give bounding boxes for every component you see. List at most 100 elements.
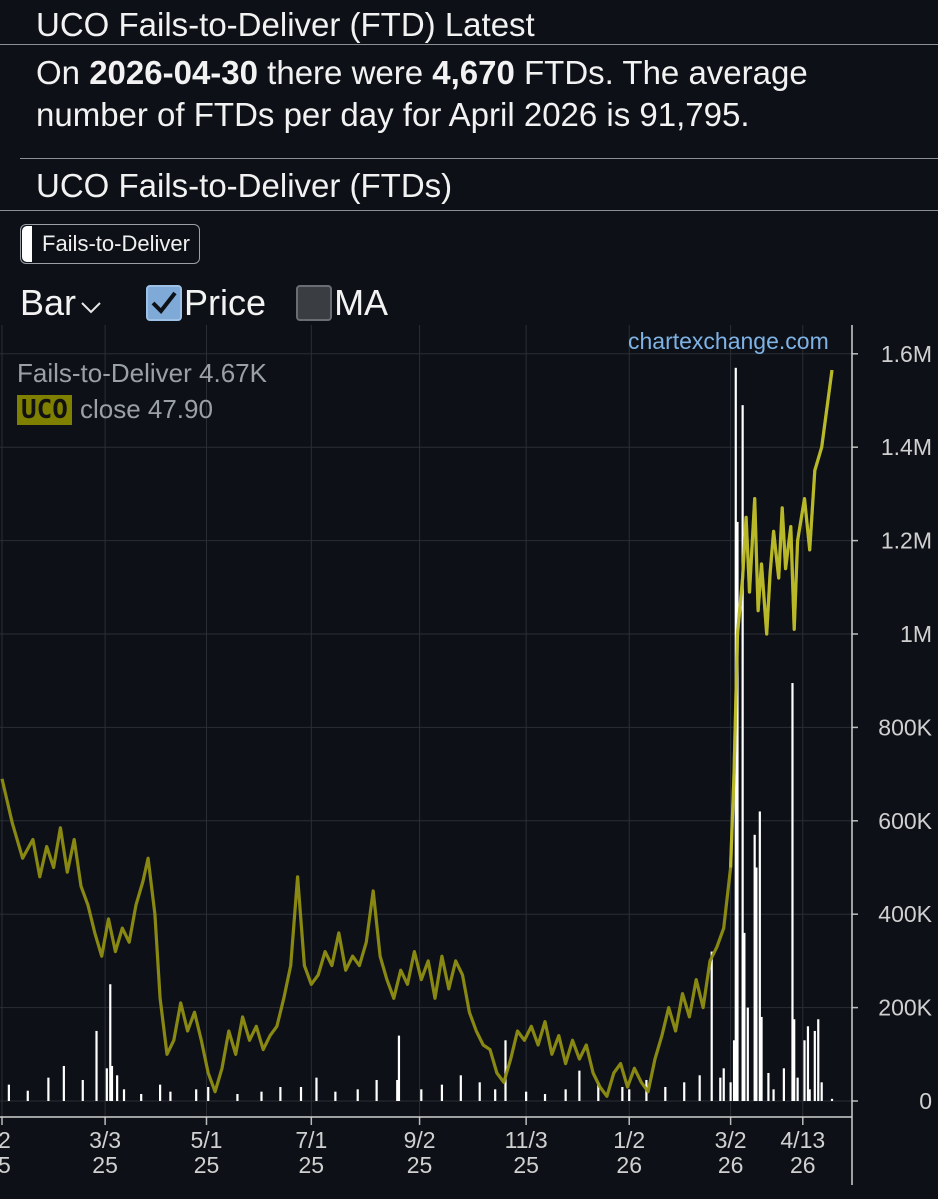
ftd-bar (664, 1086, 667, 1101)
ftd-bar (683, 1082, 686, 1101)
ftd-bar (767, 1072, 770, 1101)
ftd-bar (758, 811, 761, 1101)
ftd-summary: On 2026-04-30 there were 4,670 FTDs. The… (36, 52, 916, 136)
price-checkbox[interactable]: Price (146, 282, 266, 324)
toggle-knob (22, 226, 32, 262)
ftd-bar (375, 1079, 378, 1101)
ma-checkbox-label: MA (334, 282, 389, 323)
latest-date: 2026-04-30 (89, 54, 259, 91)
x-tick-year-label: 25 (299, 1152, 325, 1178)
divider (0, 210, 938, 211)
legend-price: UCO close 47.90 (17, 394, 213, 425)
y-tick-label: 600K (878, 808, 932, 834)
summary-mid: there were (258, 54, 433, 91)
ftd-bar (760, 1016, 763, 1101)
ftd-bar (808, 1089, 811, 1101)
ftd-bar (830, 1098, 834, 1101)
page-title: UCO Fails-to-Deliver (FTD) Latest (36, 6, 535, 43)
checkmark-icon (146, 285, 183, 321)
y-tick-label: 800K (878, 714, 932, 740)
x-tick-label: 9/2 (404, 1127, 436, 1153)
ftd-bar (334, 1091, 337, 1101)
x-tick-year-label: 25 (194, 1152, 220, 1178)
x-tick-year-label: 5 (0, 1152, 11, 1178)
ftd-bar (813, 1030, 816, 1101)
ftd-bar (710, 951, 713, 1101)
ftd-bar (81, 1079, 84, 1101)
ftd-bar (356, 1089, 359, 1101)
ftd-bar (47, 1077, 50, 1101)
ftd-bar (478, 1082, 481, 1101)
ftd-bar (110, 1065, 114, 1101)
x-tick-label: 7/1 (295, 1127, 327, 1153)
ftd-bars (7, 367, 834, 1101)
summary-suffix: FTDs. The average number of FTDs per day… (36, 54, 808, 133)
ftd-bar (746, 1007, 749, 1101)
ftd-bar (722, 1068, 725, 1101)
ftd-bar (564, 1089, 567, 1101)
ftd-bar (753, 834, 756, 1101)
ftd-bar (396, 1079, 399, 1101)
ftd-bar (140, 1093, 143, 1101)
ftd-bar (782, 1068, 785, 1101)
ftd-bar (459, 1075, 462, 1101)
ftd-bar (397, 1035, 401, 1101)
x-tick-label: 3/3 (89, 1127, 121, 1153)
ftd-bar (793, 1019, 796, 1101)
x-tick-label: 4/13 (780, 1127, 825, 1153)
ftd-bar (743, 932, 746, 1101)
ftd-chart[interactable]: 1.6M1.4M1.2M1M800K600K400K200K0253/3255/… (0, 325, 938, 1185)
ftd-bar (95, 1030, 98, 1101)
ma-checkbox[interactable]: MA (296, 282, 388, 324)
ftd-bar (420, 1089, 423, 1101)
chart-type-label: Bar (20, 282, 77, 323)
chart-type-dropdown[interactable]: Bar (20, 282, 102, 324)
ftd-bar (279, 1086, 282, 1101)
ftd-bar (578, 1070, 581, 1101)
ftd-bar (806, 1026, 810, 1101)
legend-close: close 47.90 (79, 394, 213, 424)
ticker-badge: UCO (17, 394, 72, 425)
ftd-bar (26, 1090, 29, 1101)
x-tick-label: 5/1 (191, 1127, 223, 1153)
ftd-bar (315, 1077, 318, 1101)
price-line-group (0, 369, 834, 1098)
chart-title: UCO Fails-to-Deliver (FTDs) (36, 167, 453, 204)
ftd-bar (791, 683, 794, 1101)
fails-to-deliver-toggle[interactable]: Fails-to-Deliver (20, 224, 200, 264)
ftd-bar (543, 1093, 547, 1101)
ftd-bar (122, 1089, 126, 1101)
y-tick-label: 1.2M (881, 528, 932, 554)
y-tick-label: 200K (878, 995, 932, 1021)
ftd-bar (109, 984, 112, 1101)
ftd-bar (597, 1082, 600, 1101)
legend-ftd: Fails-to-Deliver 4.67K (17, 358, 267, 388)
latest-ftd-count: 4,670 (432, 54, 515, 91)
fails-to-deliver-toggle-label: Fails-to-Deliver (42, 231, 190, 256)
ftd-bar (105, 1068, 108, 1101)
x-tick-label: 2 (0, 1127, 11, 1153)
price-line (0, 369, 834, 1098)
watermark-link[interactable]: chartexchange.com (628, 328, 829, 354)
x-tick-year-label: 26 (616, 1152, 642, 1178)
y-tick-label: 1M (900, 621, 932, 647)
ftd-bar (732, 1040, 736, 1101)
ftd-bar (7, 1084, 10, 1101)
ftd-bar (820, 1082, 823, 1101)
chart-controls: Bar Price MA (20, 280, 388, 326)
x-tick-label: 3/2 (715, 1127, 747, 1153)
chevron-down-icon (80, 282, 102, 324)
divider (20, 158, 938, 159)
ftd-bar (741, 405, 744, 1101)
ftd-bar (698, 1075, 701, 1101)
ftd-bar (299, 1086, 303, 1101)
y-tick-label: 400K (878, 901, 932, 927)
x-tick-label: 1/2 (613, 1127, 645, 1153)
ftd-bar (158, 1084, 162, 1101)
ftd-bar (116, 1075, 119, 1101)
ftd-bar (772, 1089, 775, 1101)
summary-prefix: On (36, 54, 90, 91)
price-line-recent (729, 369, 834, 868)
ftd-bar (195, 1089, 198, 1101)
checkbox-empty-icon (296, 285, 333, 321)
